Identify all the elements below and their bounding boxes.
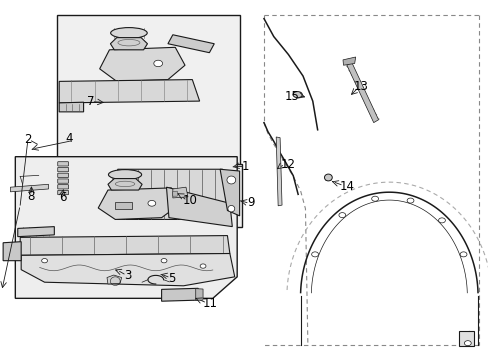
Circle shape xyxy=(200,264,205,268)
Polygon shape xyxy=(10,184,48,192)
Polygon shape xyxy=(276,137,282,206)
Polygon shape xyxy=(115,202,132,209)
FancyBboxPatch shape xyxy=(58,167,68,172)
Polygon shape xyxy=(108,179,142,190)
Polygon shape xyxy=(172,187,187,198)
Text: 12: 12 xyxy=(280,158,295,171)
Text: 8: 8 xyxy=(27,190,35,203)
Polygon shape xyxy=(110,38,147,50)
Circle shape xyxy=(407,198,413,203)
Ellipse shape xyxy=(227,206,234,212)
Polygon shape xyxy=(18,226,54,237)
Text: 11: 11 xyxy=(203,297,218,310)
Polygon shape xyxy=(100,47,184,81)
Text: 3: 3 xyxy=(124,269,131,282)
Text: 10: 10 xyxy=(182,194,197,207)
Text: 7: 7 xyxy=(86,95,94,108)
Circle shape xyxy=(459,252,466,257)
FancyBboxPatch shape xyxy=(58,190,68,195)
FancyBboxPatch shape xyxy=(58,173,68,177)
Bar xyxy=(57,15,239,169)
Ellipse shape xyxy=(226,176,235,184)
Text: 6: 6 xyxy=(59,192,66,204)
Ellipse shape xyxy=(108,170,142,180)
Circle shape xyxy=(338,213,345,218)
Polygon shape xyxy=(59,80,199,103)
Text: 4: 4 xyxy=(65,131,73,145)
Polygon shape xyxy=(107,275,122,284)
Polygon shape xyxy=(15,157,237,298)
Bar xyxy=(113,164,242,226)
Polygon shape xyxy=(118,169,227,220)
Circle shape xyxy=(438,218,445,223)
Polygon shape xyxy=(21,253,234,286)
Polygon shape xyxy=(195,289,203,300)
Polygon shape xyxy=(3,242,21,261)
Ellipse shape xyxy=(154,60,162,67)
Polygon shape xyxy=(172,191,177,196)
Polygon shape xyxy=(59,102,83,112)
Polygon shape xyxy=(166,187,232,226)
Polygon shape xyxy=(167,35,214,53)
Circle shape xyxy=(311,252,318,257)
Polygon shape xyxy=(98,188,178,220)
Ellipse shape xyxy=(148,201,156,206)
Polygon shape xyxy=(220,169,239,216)
Text: 1: 1 xyxy=(241,160,249,173)
Ellipse shape xyxy=(110,28,147,39)
Text: 14: 14 xyxy=(339,180,354,193)
Polygon shape xyxy=(346,62,378,123)
Ellipse shape xyxy=(292,91,302,98)
Text: 15: 15 xyxy=(284,90,299,103)
Text: 5: 5 xyxy=(168,272,175,285)
Polygon shape xyxy=(161,288,198,301)
FancyBboxPatch shape xyxy=(58,179,68,183)
Bar xyxy=(458,331,473,346)
Text: 13: 13 xyxy=(353,80,368,93)
Text: 2: 2 xyxy=(24,133,31,146)
Ellipse shape xyxy=(324,174,331,181)
Polygon shape xyxy=(342,57,355,65)
Polygon shape xyxy=(20,235,229,255)
Circle shape xyxy=(464,341,470,346)
Circle shape xyxy=(41,258,47,263)
FancyBboxPatch shape xyxy=(58,162,68,166)
Text: 9: 9 xyxy=(247,196,255,209)
Circle shape xyxy=(371,196,378,201)
Circle shape xyxy=(161,258,166,263)
FancyBboxPatch shape xyxy=(58,185,68,189)
